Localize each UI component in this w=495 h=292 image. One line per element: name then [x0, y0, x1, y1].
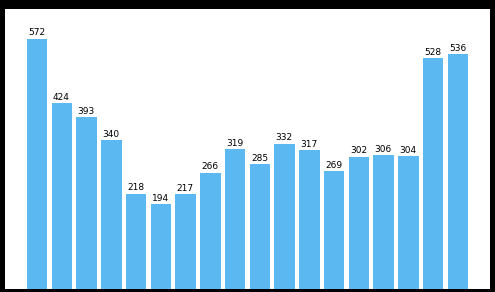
- Text: 304: 304: [399, 146, 417, 155]
- Text: 217: 217: [177, 184, 194, 193]
- Bar: [126, 194, 147, 289]
- Bar: [27, 39, 48, 289]
- Text: 340: 340: [102, 130, 120, 139]
- Text: 194: 194: [152, 194, 169, 203]
- Bar: [299, 150, 319, 289]
- Bar: [274, 144, 295, 289]
- Text: 332: 332: [276, 133, 293, 142]
- Text: 285: 285: [251, 154, 268, 163]
- Text: 269: 269: [325, 161, 343, 170]
- Text: 572: 572: [28, 28, 46, 37]
- Text: 536: 536: [449, 44, 466, 53]
- Text: 424: 424: [53, 93, 70, 102]
- Text: 319: 319: [226, 139, 244, 148]
- Bar: [324, 171, 344, 289]
- Bar: [423, 58, 443, 289]
- Text: 302: 302: [350, 147, 367, 155]
- Bar: [101, 140, 122, 289]
- Text: 317: 317: [300, 140, 318, 149]
- Bar: [348, 157, 369, 289]
- Bar: [52, 103, 72, 289]
- Text: 528: 528: [424, 48, 442, 57]
- Bar: [200, 173, 221, 289]
- Bar: [176, 194, 196, 289]
- Bar: [249, 164, 270, 289]
- Bar: [225, 149, 246, 289]
- Bar: [447, 54, 468, 289]
- Bar: [151, 204, 171, 289]
- Bar: [373, 155, 394, 289]
- Bar: [398, 156, 418, 289]
- Text: 218: 218: [127, 183, 145, 192]
- Bar: [77, 117, 97, 289]
- Text: 266: 266: [201, 162, 219, 171]
- Text: 306: 306: [375, 145, 392, 154]
- Text: 393: 393: [78, 107, 95, 116]
